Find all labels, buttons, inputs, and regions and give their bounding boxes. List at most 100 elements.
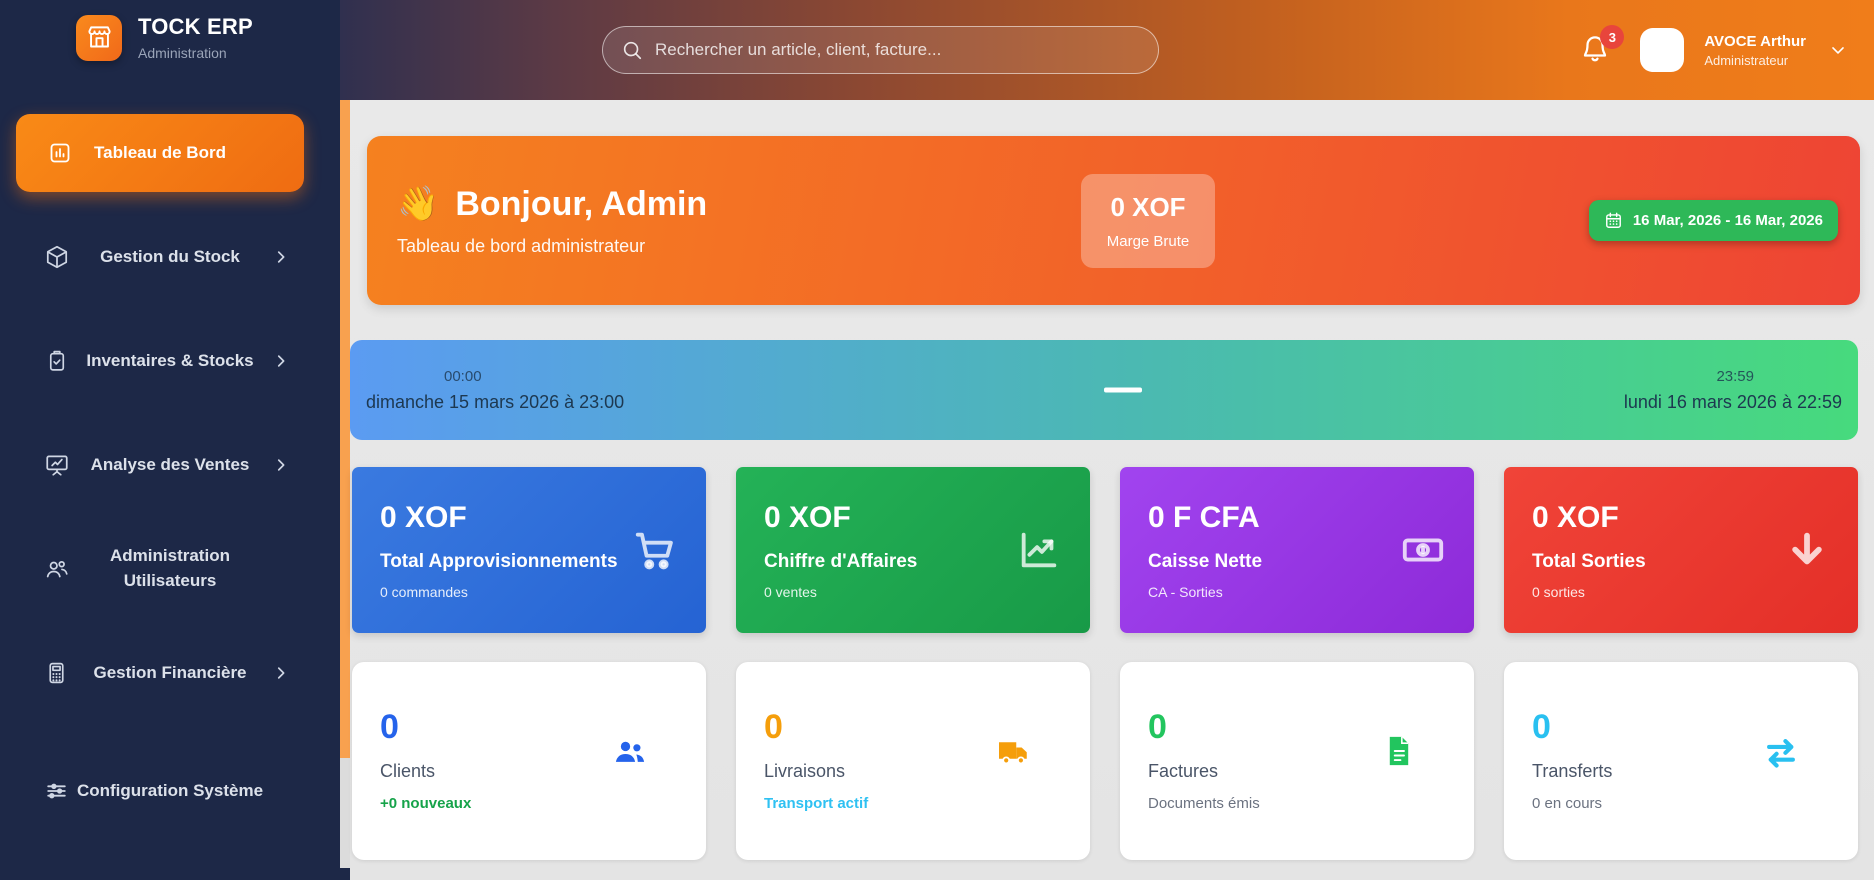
stat-sub: 0 sorties xyxy=(1532,584,1585,600)
summary-value: 0 xyxy=(1532,708,1551,746)
summary-sub: +0 nouveaux xyxy=(380,795,472,812)
stat-label: Caisse Nette xyxy=(1148,551,1263,572)
stat-card-approvisionnements[interactable]: 0 XOF Total Approvisionnements 0 command… xyxy=(352,467,706,633)
sidebar-item-administration-utilisateurs[interactable]: Administration Utilisateurs xyxy=(0,530,340,608)
file-text-icon xyxy=(1382,734,1416,768)
chart-bar-icon xyxy=(48,141,72,165)
sidebar-item-label: Configuration Système xyxy=(76,780,264,800)
stat-value: 0 XOF xyxy=(1532,501,1619,534)
users-icon xyxy=(44,556,70,582)
wave-emoji: 👋 xyxy=(397,185,440,223)
app-logo-row: TOCK ERP Administration xyxy=(0,0,340,61)
stat-sub: 0 commandes xyxy=(380,584,468,600)
sliders-icon xyxy=(44,779,69,804)
date-range-label: 16 Mar, 2026 - 16 Mar, 2026 xyxy=(1632,212,1823,229)
range-start-date: dimanche 15 mars 2026 à 23:00 xyxy=(366,391,625,412)
sidebar-item-label: Gestion Financière xyxy=(93,662,247,682)
summary-label: Livraisons xyxy=(764,761,846,781)
stat-label: Total Sorties xyxy=(1532,551,1646,572)
stat-card-caisse-nette[interactable]: 0 F CFA Caisse Nette CA - Sorties xyxy=(1120,467,1474,633)
stat-label: Chiffre d'Affaires xyxy=(764,551,918,572)
chevron-right-icon xyxy=(272,352,290,370)
sidebar-item-label: Tableau de Bord xyxy=(94,142,226,162)
app-title: TOCK ERP xyxy=(138,14,253,39)
stat-value: 0 XOF xyxy=(380,501,467,534)
chevron-right-icon xyxy=(272,248,290,266)
sidebar-item-label: Administration Utilisateurs xyxy=(110,546,230,590)
date-range-button[interactable]: 16 Mar, 2026 - 16 Mar, 2026 xyxy=(1588,200,1838,241)
presentation-chart-icon xyxy=(44,452,70,478)
chevron-right-icon xyxy=(272,456,290,474)
stat-card-chiffre-affaires[interactable]: 0 XOF Chiffre d'Affaires 0 ventes xyxy=(736,467,1090,633)
summary-sub: Transport actif xyxy=(764,795,869,812)
greeting-subtitle: Tableau de bord administrateur xyxy=(397,236,646,256)
user-menu[interactable]: AVOCE Arthur Administrateur xyxy=(1704,33,1806,68)
user-role: Administrateur xyxy=(1704,52,1789,68)
chevron-down-icon[interactable] xyxy=(1828,40,1848,60)
bell-icon xyxy=(1584,36,1607,62)
transfer-icon xyxy=(1762,734,1800,772)
stat-sub: CA - Sorties xyxy=(1148,584,1223,600)
sidebar-item-gestion-financiere[interactable]: Gestion Financière xyxy=(0,634,340,712)
cart-icon xyxy=(632,527,678,573)
stat-card-total-sorties[interactable]: 0 XOF Total Sorties 0 sorties xyxy=(1504,467,1858,633)
greeting-title: Bonjour, Admin xyxy=(455,184,708,223)
users-solid-icon xyxy=(612,734,648,770)
truck-icon xyxy=(996,734,1032,770)
scrollbar-thumb[interactable] xyxy=(340,100,350,758)
range-end-date: lundi 16 mars 2026 à 22:59 xyxy=(1623,391,1842,412)
chevron-right-icon xyxy=(272,664,290,682)
sidebar-item-inventaires-stocks[interactable]: Inventaires & Stocks xyxy=(0,322,340,400)
summary-row: 0 Clients +0 nouveaux 0 Livraisons Trans… xyxy=(352,662,1858,860)
avatar[interactable] xyxy=(1640,28,1685,72)
summary-sub: Documents émis xyxy=(1148,795,1260,812)
summary-value: 0 xyxy=(380,708,399,746)
search-bar[interactable] xyxy=(602,26,1159,74)
sidebar-nav: Tableau de Bord Gestion du Stock Inventa… xyxy=(0,114,340,830)
notification-badge: 3 xyxy=(1600,25,1625,49)
app-subtitle: Administration xyxy=(138,45,227,61)
stat-value: 0 F CFA xyxy=(1148,501,1260,534)
summary-card-factures[interactable]: 0 Factures Documents émis xyxy=(1120,662,1474,860)
main-content: 👋 Bonjour, Admin Tableau de bord adminis… xyxy=(340,100,1874,880)
marge-brute-label: Marge Brute xyxy=(1106,232,1190,250)
summary-card-clients[interactable]: 0 Clients +0 nouveaux xyxy=(352,662,706,860)
slider-handle[interactable] xyxy=(1104,387,1142,393)
sidebar-item-label: Inventaires & Stocks xyxy=(86,350,254,370)
time-range-slider[interactable]: 00:00 dimanche 15 mars 2026 à 23:00 23:5… xyxy=(350,340,1858,440)
user-name: AVOCE Arthur xyxy=(1704,32,1806,50)
summary-value: 0 xyxy=(1148,708,1167,746)
stat-value: 0 XOF xyxy=(764,501,851,534)
calculator-icon xyxy=(44,661,69,686)
notifications-button[interactable]: 3 xyxy=(1580,25,1625,67)
summary-card-livraisons[interactable]: 0 Livraisons Transport actif xyxy=(736,662,1090,860)
summary-sub: 0 en cours xyxy=(1532,795,1603,812)
cube-icon xyxy=(44,244,70,270)
summary-card-transferts[interactable]: 0 Transferts 0 en cours xyxy=(1504,662,1858,860)
sidebar-item-analyse-des-ventes[interactable]: Analyse des Ventes xyxy=(0,426,340,504)
search-input[interactable] xyxy=(655,40,1140,60)
sidebar-item-tableau-de-bord[interactable]: Tableau de Bord xyxy=(16,114,304,192)
summary-value: 0 xyxy=(764,708,783,746)
stat-label: Total Approvisionnements xyxy=(380,551,618,572)
marge-brute-card: 0 XOF Marge Brute xyxy=(1081,173,1216,268)
sidebar: TOCK ERP Administration Tableau de Bord … xyxy=(0,0,340,880)
sidebar-item-gestion-du-stock[interactable]: Gestion du Stock xyxy=(0,218,340,296)
scrollbar-track[interactable] xyxy=(340,100,350,880)
sidebar-item-configuration-systeme[interactable]: Configuration Système xyxy=(0,752,340,830)
summary-label: Factures xyxy=(1148,761,1219,781)
range-start-time: 00:00 xyxy=(444,367,482,385)
marge-brute-value: 0 XOF xyxy=(1110,191,1186,222)
trending-up-icon xyxy=(1016,527,1062,573)
calendar-icon xyxy=(1604,211,1623,230)
store-icon xyxy=(76,14,122,61)
search-icon xyxy=(621,39,643,61)
welcome-banner: 👋 Bonjour, Admin Tableau de bord adminis… xyxy=(367,136,1860,305)
range-end-time: 23:59 xyxy=(1716,367,1754,385)
arrow-down-icon xyxy=(1784,527,1830,573)
stat-sub: 0 ventes xyxy=(764,584,817,600)
summary-label: Clients xyxy=(380,761,436,781)
scrollbar-end xyxy=(340,868,350,880)
summary-label: Transferts xyxy=(1532,761,1613,781)
clipboard-check-icon xyxy=(44,349,69,374)
